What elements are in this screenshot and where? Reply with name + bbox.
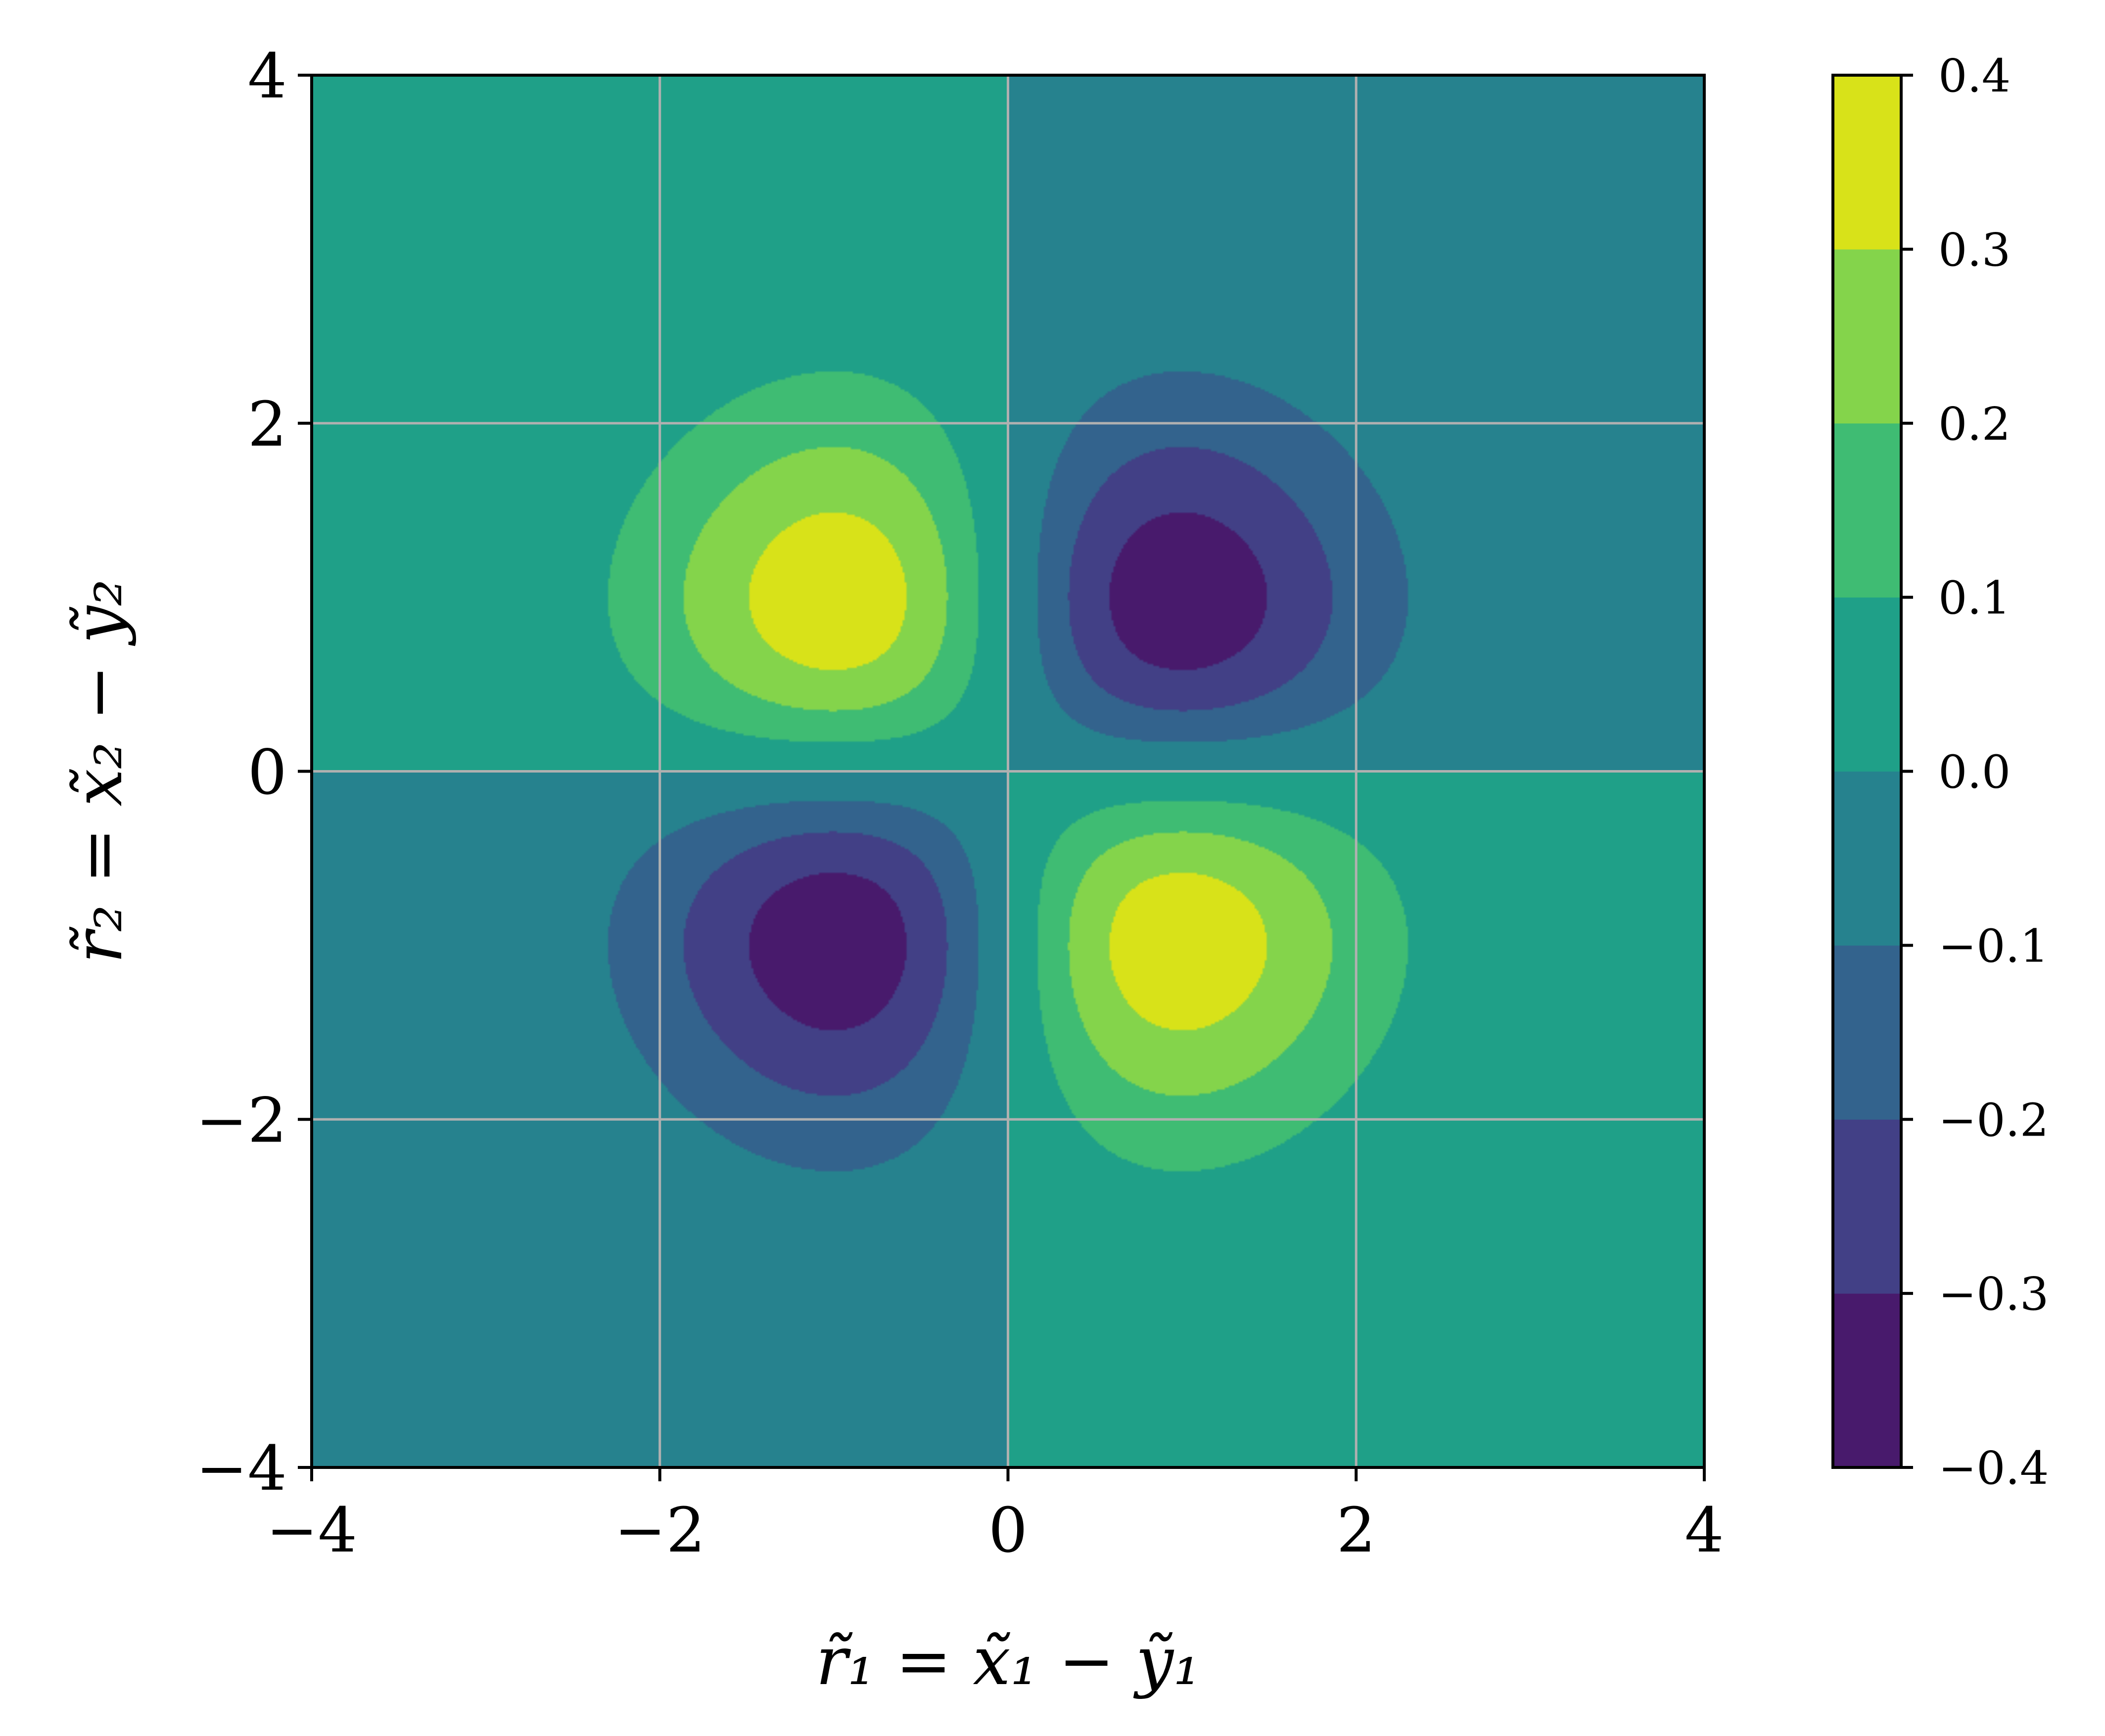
x-tick-label: −4 <box>266 1495 357 1566</box>
colorbar-tick-label: 0.3 <box>1938 224 2011 276</box>
x-axis-ticks: −4 −2 0 2 4 <box>266 1467 1724 1566</box>
colorbar-band <box>1833 1119 1901 1294</box>
colorbar-tick-label: −0.3 <box>1938 1268 2049 1321</box>
colorbar-tick-label: 0.4 <box>1938 49 2011 102</box>
x-tick-label: 2 <box>1336 1495 1376 1566</box>
y-tick-label: −2 <box>196 1085 287 1156</box>
colorbar-tick-label: 0.2 <box>1938 398 2011 451</box>
x-axis-label: r̃₁ = x̃₁ − ỹ₁ <box>816 1622 1200 1700</box>
y-axis-ticks: −4 −2 0 2 4 <box>196 41 312 1505</box>
y-axis-label: r̃₂ = x̃₂ − ỹ₂ <box>59 579 137 963</box>
colorbar-tick-label: 0.0 <box>1938 746 2011 799</box>
colorbar-bands <box>1833 75 1901 1468</box>
colorbar-band <box>1833 423 1901 598</box>
colorbar-tick-label: −0.2 <box>1938 1094 2049 1146</box>
colorbar-band <box>1833 249 1901 424</box>
x-tick-label: −2 <box>614 1495 705 1566</box>
y-tick-label: −4 <box>196 1433 287 1505</box>
colorbar-band <box>1833 945 1901 1120</box>
colorbar-tick-label: −0.4 <box>1938 1442 2049 1495</box>
x-tick-label: 0 <box>988 1495 1028 1566</box>
plot-area: −4 −2 0 2 4 −4 −2 0 2 4 <box>196 41 1724 1566</box>
colorbar-band <box>1833 771 1901 946</box>
colorbar: −0.4 −0.3 −0.2 −0.1 0.0 0.1 0.2 0.3 0.4 <box>1831 49 2049 1495</box>
y-tick-label: 2 <box>247 389 287 460</box>
grid-lines <box>312 75 1704 1467</box>
colorbar-tick-label: 0.1 <box>1938 572 2011 625</box>
colorbar-tick-label: −0.1 <box>1938 919 2049 972</box>
x-tick-label: 4 <box>1684 1495 1724 1566</box>
y-tick-label: 0 <box>247 737 287 809</box>
colorbar-ticks: −0.4 −0.3 −0.2 −0.1 0.0 0.1 0.2 0.3 0.4 <box>1901 49 2049 1495</box>
colorbar-band <box>1833 1293 1901 1468</box>
colorbar-band <box>1833 75 1901 250</box>
colorbar-band <box>1833 597 1901 772</box>
y-tick-label: 4 <box>247 41 287 112</box>
